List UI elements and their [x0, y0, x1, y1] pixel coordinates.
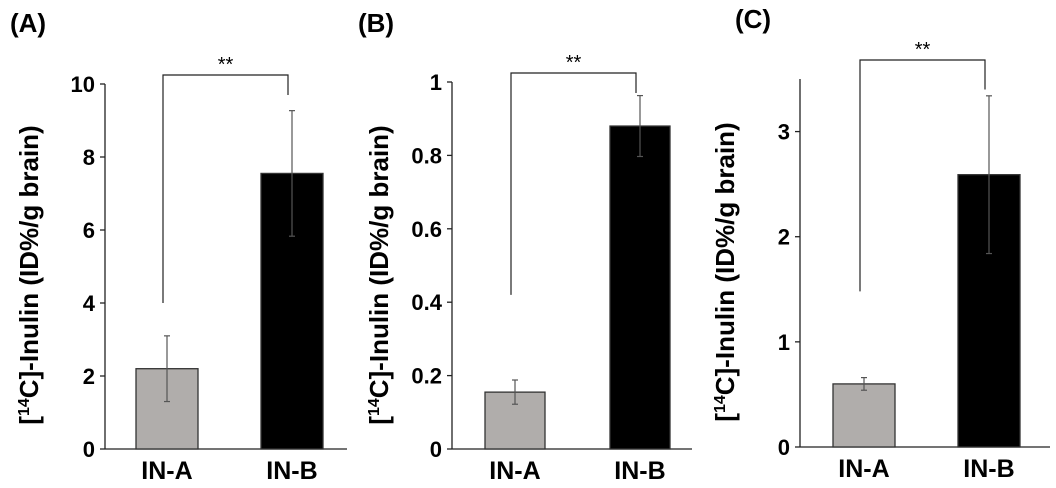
y-tick-label: 3: [778, 120, 790, 145]
x-tick-label: IN-B: [614, 457, 665, 485]
significance-bracket: [859, 59, 986, 292]
x-tick-label: IN-B: [963, 455, 1014, 483]
y-tick-label: 10: [71, 72, 95, 97]
x-tick-label: IN-A: [838, 455, 889, 483]
y-axis-label: [14C]-Inulin (ID%/g brain): [364, 125, 394, 424]
bar-in-b: [609, 125, 671, 450]
y-axis-label: [14C]-Inulin (ID%/g brain): [710, 122, 740, 421]
y-tick-label: 1: [430, 70, 442, 95]
x-tick-label: IN-B: [266, 457, 317, 485]
panel-a: (A) 0 2 4 6 8 10 [14C]-Inulin (ID%/g brain) IN-A…: [10, 8, 347, 485]
panel-b: (B) 0 0.2 0.4 0.6 0.8 1 [14C]-Inulin (ID%/g bra…: [358, 8, 692, 485]
y-tick-label: 1: [778, 330, 790, 355]
y-tick-label: 2: [778, 225, 790, 250]
panel-label: (A): [10, 8, 46, 38]
y-tick-label: 0.8: [411, 143, 442, 168]
y-tick-label: 8: [83, 145, 95, 170]
significance-label: **: [566, 52, 582, 74]
y-tick-label: 0.4: [411, 290, 442, 315]
significance-bracket: [510, 72, 637, 295]
bar-in-a: [832, 383, 896, 448]
significance-label: **: [915, 39, 931, 61]
y-tick-label: 0.2: [411, 364, 442, 389]
panel-c: (C) 0 1 2 3 [14C]-Inulin (ID%/g brain) IN-A IN-…: [710, 4, 1050, 483]
x-tick-label: IN-A: [141, 457, 192, 485]
x-tick-label: IN-A: [489, 457, 540, 485]
y-axis-label: [14C]-Inulin (ID%/g brain): [14, 125, 44, 424]
y-tick-label: 4: [83, 291, 96, 316]
y-tick-label: 0: [778, 435, 790, 460]
panel-label: (C): [735, 4, 771, 34]
significance-label: **: [218, 54, 234, 76]
y-tick-label: 0: [83, 437, 95, 462]
panel-label: (B): [358, 8, 394, 38]
y-tick-label: 0: [430, 437, 442, 462]
y-tick-label: 2: [83, 364, 95, 389]
significance-bracket: [162, 74, 289, 303]
y-tick-label: 6: [83, 218, 95, 243]
y-tick-label: 0.6: [411, 217, 442, 242]
